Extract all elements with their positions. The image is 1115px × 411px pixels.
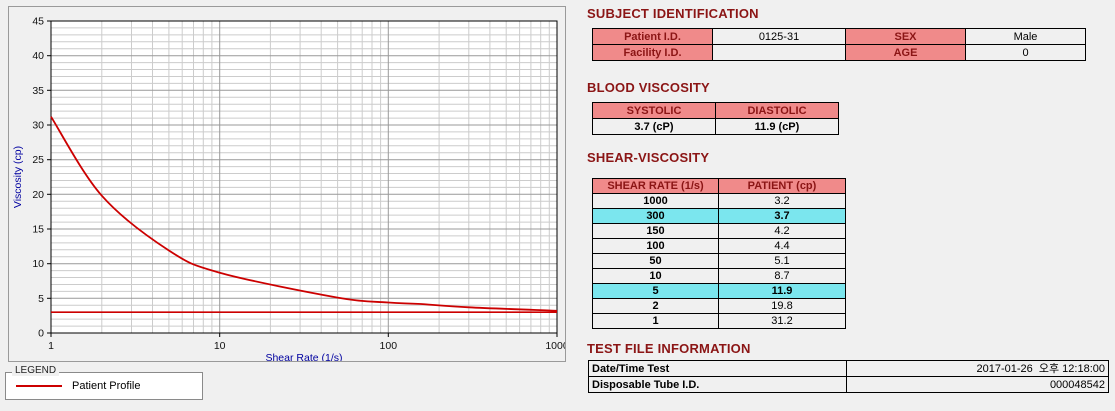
shear-rate-cell: 10 xyxy=(592,268,719,284)
date-time-test-label: Date/Time Test xyxy=(588,360,847,377)
shear-value-cell: 31.2 xyxy=(718,313,846,329)
svg-text:0: 0 xyxy=(38,328,44,340)
facility-id-label: Facility I.D. xyxy=(592,44,713,61)
shear-row: 50 5.1 xyxy=(592,253,846,269)
shear-row: 300 3.7 xyxy=(592,208,846,224)
shear-value-cell: 8.7 xyxy=(718,268,846,284)
svg-text:40: 40 xyxy=(32,50,44,62)
shear-viscosity-heading: SHEAR-VISCOSITY xyxy=(587,150,710,165)
blood-viscosity-heading: BLOOD VISCOSITY xyxy=(587,80,710,95)
table-row: SHEAR RATE (1/s) PATIENT (cp) xyxy=(592,178,846,194)
shear-rate-cell: 50 xyxy=(592,253,719,269)
svg-text:10: 10 xyxy=(32,258,44,270)
shear-rate-cell: 1000 xyxy=(592,193,719,209)
svg-text:100: 100 xyxy=(380,340,398,352)
svg-text:45: 45 xyxy=(32,16,44,28)
shear-rate-cell: 2 xyxy=(592,298,719,314)
shear-rate-cell: 5 xyxy=(592,283,719,299)
shear-row: 100 4.4 xyxy=(592,238,846,254)
svg-text:30: 30 xyxy=(32,120,44,132)
table-row: Patient I.D. 0125-31 SEX Male xyxy=(592,28,1086,45)
shear-row: 150 4.2 xyxy=(592,223,846,239)
svg-text:25: 25 xyxy=(32,154,44,166)
svg-text:15: 15 xyxy=(32,224,44,236)
table-row: Disposable Tube I.D. 000048542 xyxy=(588,376,1109,393)
legend-item-label: Patient Profile xyxy=(72,380,141,392)
shear-rate-cell: 100 xyxy=(592,238,719,254)
systolic-value: 3.7 (cP) xyxy=(592,118,716,135)
chart-legend: LEGEND Patient Profile xyxy=(5,365,203,400)
patient-id-value: 0125-31 xyxy=(712,28,846,45)
viscosity-chart: 0 5 10 15 20 25 30 35 40 45 1 10 100 1000 Shear Rate (… xyxy=(8,6,569,364)
sex-value: Male xyxy=(965,28,1086,45)
shear-value-cell: 4.2 xyxy=(718,223,846,239)
patient-profile-line-swatch xyxy=(16,385,62,387)
svg-text:1: 1 xyxy=(48,340,54,352)
patient-id-label: Patient I.D. xyxy=(592,28,713,45)
disposable-tube-id-value: 000048542 xyxy=(846,376,1109,393)
shear-value-cell: 5.1 xyxy=(718,253,846,269)
test-file-information-heading: TEST FILE INFORMATION xyxy=(587,341,751,356)
svg-text:5: 5 xyxy=(38,293,44,305)
shear-row: 2 19.8 xyxy=(592,298,846,314)
shear-value-cell: 19.8 xyxy=(718,298,846,314)
shear-rate-header: SHEAR RATE (1/s) xyxy=(592,178,719,194)
svg-text:35: 35 xyxy=(32,85,44,97)
shear-row: 5 11.9 xyxy=(592,283,846,299)
shear-viscosity-table: SHEAR RATE (1/s) PATIENT (cp) 1000 3.2 30… xyxy=(592,178,846,329)
table-row: SYSTOLIC DIASTOLIC xyxy=(592,102,839,119)
shear-value-cell: 3.7 xyxy=(718,208,846,224)
age-value: 0 xyxy=(965,44,1086,61)
subject-identification-table: Patient I.D. 0125-31 SEX Male Facility I… xyxy=(592,28,1086,61)
shear-value-cell: 11.9 xyxy=(718,283,846,299)
blood-viscosity-table: SYSTOLIC DIASTOLIC 3.7 (cP) 11.9 (cP) xyxy=(592,102,839,135)
table-row: Date/Time Test 2017-01-26 오후 12:18:00 xyxy=(588,360,1109,377)
shear-rate-cell: 300 xyxy=(592,208,719,224)
test-file-table: Date/Time Test 2017-01-26 오후 12:18:00 Di… xyxy=(588,360,1109,393)
date-time-test-value: 2017-01-26 오후 12:18:00 xyxy=(846,360,1109,377)
systolic-header: SYSTOLIC xyxy=(592,102,716,119)
sex-label: SEX xyxy=(845,28,966,45)
legend-title: LEGEND xyxy=(12,365,60,376)
shear-rate-cell: 150 xyxy=(592,223,719,239)
svg-text:20: 20 xyxy=(32,189,44,201)
legend-item: Patient Profile xyxy=(6,373,202,399)
subject-identification-heading: SUBJECT IDENTIFICATION xyxy=(587,6,759,21)
svg-text:Shear Rate (1/s): Shear Rate (1/s) xyxy=(265,352,342,361)
shear-rate-cell: 1 xyxy=(592,313,719,329)
report-panel: SUBJECT IDENTIFICATION Patient I.D. 0125… xyxy=(585,4,1113,408)
age-label: AGE xyxy=(845,44,966,61)
shear-row: 1000 3.2 xyxy=(592,193,846,209)
svg-text:1000: 1000 xyxy=(545,340,565,352)
shear-value-cell: 4.4 xyxy=(718,238,846,254)
diastolic-header: DIASTOLIC xyxy=(715,102,839,119)
table-row: Facility I.D. AGE 0 xyxy=(592,44,1086,61)
svg-text:Viscosity (cp): Viscosity (cp) xyxy=(12,146,24,208)
facility-id-value xyxy=(712,44,846,61)
table-row: 3.7 (cP) 11.9 (cP) xyxy=(592,118,839,135)
shear-value-cell: 3.2 xyxy=(718,193,846,209)
shear-row: 1 31.2 xyxy=(592,313,846,329)
shear-row: 10 8.7 xyxy=(592,268,846,284)
disposable-tube-id-label: Disposable Tube I.D. xyxy=(588,376,847,393)
svg-text:10: 10 xyxy=(214,340,226,352)
diastolic-value: 11.9 (cP) xyxy=(715,118,839,135)
patient-cp-header: PATIENT (cp) xyxy=(718,178,846,194)
